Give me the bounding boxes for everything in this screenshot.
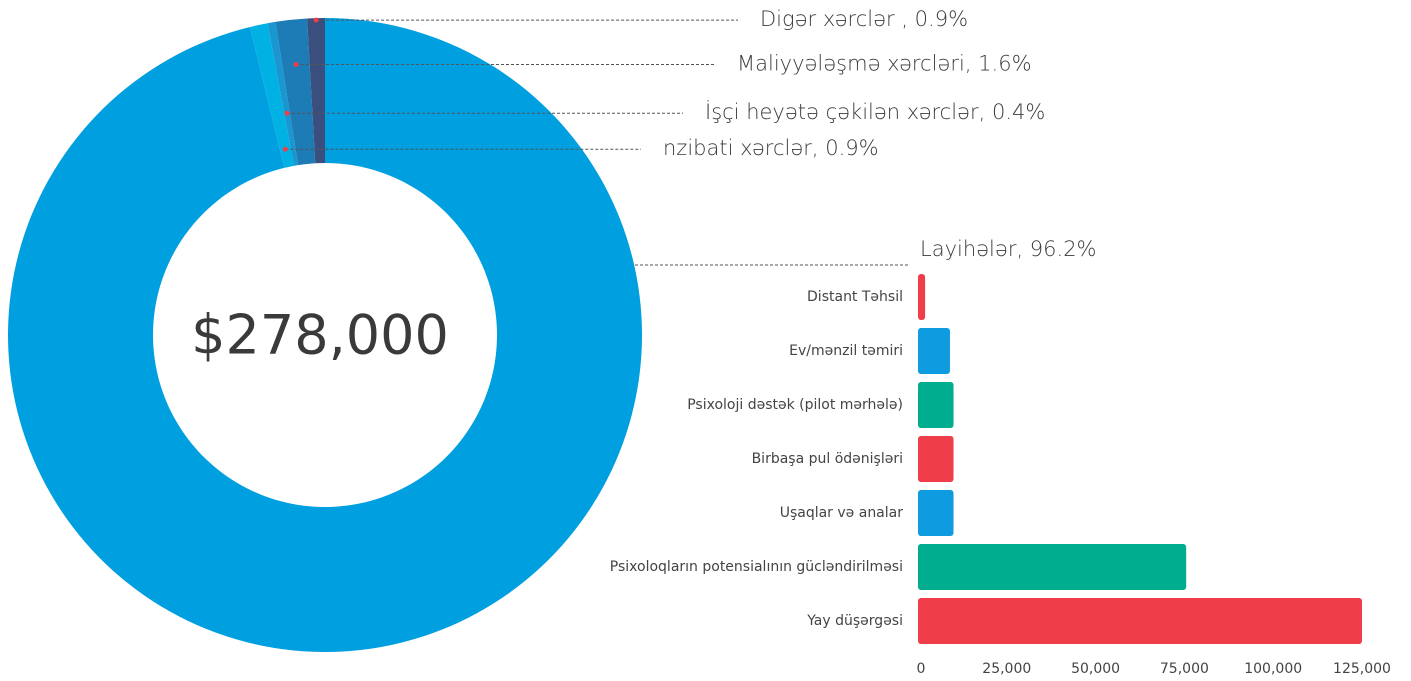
- bar: [918, 490, 954, 536]
- x-tick-label: 25,000: [982, 661, 1031, 677]
- donut-slice: [307, 18, 325, 164]
- x-tick-label: 0: [917, 661, 926, 677]
- donut-slice: [275, 18, 316, 166]
- donut-slice: [267, 21, 299, 166]
- bar-label: Yay düşərgəsi: [806, 613, 903, 629]
- center-label: $278,000: [191, 304, 449, 367]
- x-tick-label: 50,000: [1071, 661, 1120, 677]
- bar: [918, 274, 926, 320]
- bar-label: Distant Təhsil: [807, 289, 903, 305]
- leader-dot: [293, 62, 299, 68]
- bar: [918, 598, 1362, 644]
- slice-label: Layihələr, 96.2%: [920, 237, 1097, 261]
- x-tick-label: 100,000: [1244, 661, 1302, 677]
- bar-label: Psixoloqların potensialının gücləndirilm…: [610, 559, 903, 575]
- slice-label: nzibati xərclər, 0.9%: [663, 136, 879, 160]
- bar-label: Birbaşa pul ödənişləri: [752, 451, 903, 467]
- bar: [918, 436, 954, 482]
- leader-dot: [282, 146, 288, 152]
- bar: [918, 544, 1187, 590]
- bar-label: Uşaqlar və analar: [780, 505, 904, 521]
- x-tick-label: 75,000: [1160, 661, 1209, 677]
- slice-label: Digər xərclər , 0.9%: [760, 7, 968, 31]
- slice-label: İşçi heyətə çəkilən xərclər, 0.4%: [705, 99, 1045, 124]
- leader-dot: [284, 110, 290, 116]
- bar: [918, 328, 950, 374]
- donut-slice: [250, 23, 294, 168]
- slice-label: Maliyyələşmə xərcləri, 1.6%: [737, 52, 1032, 76]
- bar-label: Psixoloji dəstək (pilot mərhələ): [687, 397, 903, 413]
- leader-dot: [313, 17, 319, 23]
- bar-label: Ev/mənzil təmiri: [789, 343, 903, 359]
- donut-slice: [7, 18, 642, 652]
- x-tick-label: 125,000: [1333, 661, 1391, 677]
- bar: [918, 382, 954, 428]
